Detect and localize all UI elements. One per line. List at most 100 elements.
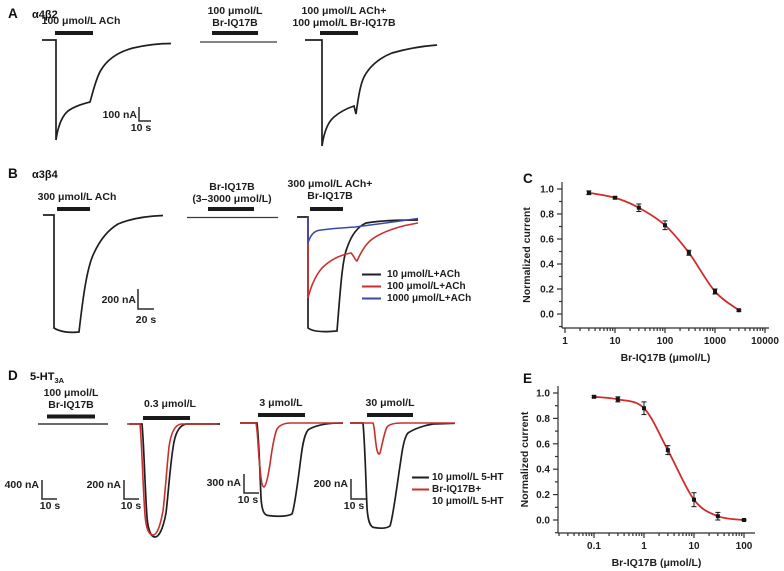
drug-label-d4: 30 μmol/L — [365, 397, 415, 409]
drug-application-bar — [310, 207, 343, 211]
drug-label-b1: 300 μmol/L ACh — [37, 191, 117, 203]
y-tick-label: 0.2 — [540, 285, 554, 296]
scale-current-label: 200 nA — [86, 479, 121, 491]
drug-label-b3-line2: Br-IQ17B — [307, 189, 353, 202]
x-tick-label: 10000 — [751, 336, 779, 347]
current-trace-5ht-plus-briq17b — [240, 422, 343, 488]
scale-time-label: 10 s — [39, 500, 61, 512]
drug-label-a2-line2: Br-IQ17B — [212, 16, 258, 29]
drug-label-d-control-line1: 100 μmol/L — [43, 387, 99, 399]
drug-application-bar — [367, 413, 413, 417]
drug-application-bar — [320, 31, 358, 35]
data-point — [663, 223, 667, 228]
drug-label-b2: Br-IQ17B (3–3000 μmol/L) — [167, 181, 297, 205]
y-tick-label: 0.6 — [540, 235, 554, 246]
current-trace-5ht — [350, 422, 456, 530]
current-trace-ach — [43, 214, 164, 334]
data-point — [715, 514, 720, 519]
y-tick-label: 0.8 — [540, 210, 554, 221]
data-point — [592, 394, 596, 399]
panel-d-traces — [38, 413, 456, 538]
panel-a-letter: A — [8, 6, 18, 21]
receptor-subscript: 3A — [54, 376, 65, 386]
receptor-base: 5-HT — [30, 371, 55, 383]
y-tick-label: 1.0 — [540, 185, 554, 196]
data-point — [686, 250, 691, 255]
panel-b-traces — [43, 207, 419, 334]
x-tick-label: 10 — [688, 541, 700, 552]
x-axis-label: Br-IQ17B (μmol/L) — [612, 557, 702, 569]
y-tick-label: 1.0 — [536, 389, 550, 400]
scale-current-label: 300 nA — [206, 477, 241, 489]
current-trace-100umol — [307, 217, 419, 299]
dose-response-chart-c: 1 10 100 1000 10000 0.0 0.2 0.4 0.6 0.8 1.0 Br-IQ17… — [521, 182, 779, 364]
axes — [553, 386, 755, 538]
legend-label: Br-IQ17B+ — [432, 484, 482, 495]
panel-b-letter: B — [8, 166, 18, 181]
y-tick-label: 0.0 — [540, 310, 554, 321]
scale-bar-mark — [350, 479, 366, 500]
drug-label-a3-line1: 100 μmol/L ACh+ — [301, 5, 387, 17]
scale-bar-mark — [137, 289, 154, 310]
legend-label: 10 μmol/L 5-HT — [432, 496, 504, 507]
panel-a-traces — [42, 31, 438, 147]
y-tick-label: 0.2 — [536, 490, 550, 501]
current-trace-5ht — [240, 422, 344, 518]
data-point — [642, 406, 646, 411]
drug-label-a1: 100 μmol/L ACh — [41, 15, 121, 27]
data-point — [615, 397, 620, 402]
drug-label-a3-line2: 100 μmol/L Br-IQ17B — [292, 16, 396, 29]
y-tick-label: 0.6 — [536, 439, 550, 450]
drug-label-b2-line1: Br-IQ17B — [209, 181, 255, 193]
x-tick-label: 100 — [657, 336, 674, 347]
fit-curve — [593, 395, 745, 521]
current-trace-ach-plus-briq17b — [305, 39, 438, 147]
drug-label-a2-line1: 100 μmol/L — [207, 5, 263, 17]
receptor-label-5ht3a: 5-HT3A — [30, 371, 64, 385]
drug-label-b3-line1: 300 μmol/L ACh+ — [287, 178, 373, 190]
x-tick-label: 1 — [562, 336, 568, 347]
drug-application-bar — [258, 413, 305, 417]
legend-label: 10 μmol/L 5-HT — [432, 472, 504, 483]
data-point — [665, 448, 670, 453]
panel-d-letter: D — [8, 368, 18, 383]
data-point — [713, 289, 717, 294]
y-tick-label: 0.4 — [536, 465, 550, 476]
drug-label-a2: 100 μmol/L Br-IQ17B — [180, 5, 290, 29]
drug-label-d2: 0.3 μmol/L — [144, 398, 196, 410]
x-tick-label: 100 — [736, 541, 753, 552]
current-trace-ach — [42, 39, 172, 141]
data-point — [613, 195, 617, 200]
data-point — [636, 205, 641, 210]
current-trace-5ht-plus-briq17b — [127, 423, 218, 536]
legend-label: 10 μmol/L+ACh — [387, 269, 461, 280]
scale-time-label: 10 s — [343, 500, 365, 512]
y-tick-label: 0.8 — [536, 414, 550, 425]
drug-label-d3: 3 μmol/L — [259, 397, 303, 409]
receptor-label-a3b4: α3β4 — [32, 169, 58, 181]
scale-current-label: 400 nA — [4, 479, 39, 491]
receptor-label-a4b2: α4β2 — [32, 9, 58, 21]
drug-label-d-control: 100 μmol/L Br-IQ17B — [16, 387, 126, 411]
drug-label-a3: 100 μmol/L ACh+ 100 μmol/L Br-IQ17B — [274, 5, 414, 29]
y-tick-label: 0.4 — [540, 260, 554, 271]
x-tick-label: 1000 — [704, 336, 727, 347]
data-point — [742, 518, 746, 522]
scale-bar-mark — [41, 480, 57, 500]
scale-time-label: 20 s — [135, 314, 157, 326]
legend-label: 1000 μmol/L+ACh — [387, 293, 472, 304]
axes — [557, 182, 769, 333]
drug-application-bar — [143, 416, 190, 420]
drug-label-d-control-line2: Br-IQ17B — [48, 398, 94, 411]
scale-current-label: 200 nA — [101, 294, 136, 306]
y-axis-label: Normalized current — [519, 411, 531, 507]
drug-application-bar — [57, 207, 90, 211]
data-point — [692, 497, 696, 502]
scale-time-label: 10 s — [130, 122, 152, 134]
drug-label-b3: 300 μmol/L ACh+ Br-IQ17B — [260, 178, 400, 202]
data-point — [736, 308, 741, 313]
x-tick-label: 0.1 — [587, 541, 601, 552]
y-axis-label: Normalized current — [521, 207, 533, 303]
scale-current-label: 100 nA — [102, 109, 137, 121]
